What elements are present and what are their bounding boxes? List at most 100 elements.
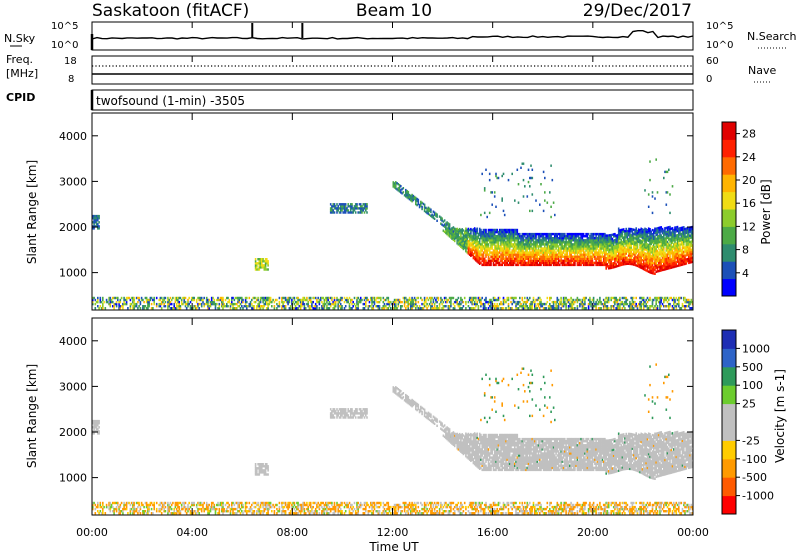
power-cell — [691, 256, 693, 259]
power-cell — [666, 247, 669, 250]
power-cell — [587, 251, 590, 254]
power-cell — [492, 249, 495, 252]
power-cell — [506, 259, 508, 262]
power-cell — [180, 298, 183, 302]
power-cell — [632, 307, 635, 310]
power-cell — [589, 253, 591, 256]
power-cell — [536, 263, 539, 267]
power-cell — [515, 302, 517, 306]
power-cell — [422, 202, 425, 206]
power-cell — [661, 244, 664, 247]
power-cell — [421, 205, 423, 209]
power-cell — [514, 230, 516, 234]
power-cell — [676, 298, 679, 302]
power-cell — [485, 247, 487, 250]
power-cell — [478, 237, 481, 241]
power-cell — [237, 300, 239, 304]
power-cell — [652, 237, 655, 240]
power-cell — [189, 307, 192, 310]
power-cell — [411, 193, 413, 197]
power-cell — [453, 237, 456, 241]
power-cell — [179, 307, 182, 310]
power-cell — [571, 305, 574, 308]
power-cell — [263, 264, 266, 267]
power-cell — [637, 248, 640, 252]
power-cell — [605, 236, 607, 239]
power-cell — [118, 300, 120, 304]
power-cell — [217, 307, 219, 310]
power-cell — [102, 298, 104, 302]
power-cell — [569, 251, 571, 254]
power-cell — [616, 256, 619, 260]
power-cell — [571, 232, 574, 236]
power-cell — [611, 266, 614, 269]
power-cell — [635, 245, 637, 249]
power-cell — [524, 243, 526, 246]
power-cell — [642, 263, 645, 267]
power-cell — [660, 254, 662, 258]
power-cell — [256, 262, 258, 265]
power-cell — [501, 307, 503, 310]
power-cell — [673, 237, 675, 240]
power-cell — [398, 298, 401, 302]
power-cell — [647, 239, 650, 243]
power-cell — [621, 232, 624, 235]
power-cell — [555, 243, 557, 246]
power-cell — [621, 263, 624, 266]
power-cell — [535, 263, 537, 267]
power-cell — [486, 251, 488, 254]
power-cell — [646, 235, 649, 238]
power-cell — [508, 257, 511, 260]
power-cell — [312, 300, 314, 304]
power-cell — [327, 302, 329, 306]
power-cell — [510, 235, 512, 238]
power-cell — [630, 242, 632, 245]
power-cell — [462, 235, 465, 238]
power-cell — [669, 305, 671, 308]
power-cell — [666, 265, 669, 268]
power-cell — [642, 245, 645, 248]
power-cell — [497, 296, 500, 300]
power-cell — [491, 253, 493, 256]
power-cell — [631, 234, 634, 237]
power-cell — [468, 296, 471, 300]
power-cell — [97, 225, 99, 228]
power-cell — [228, 300, 231, 304]
power-cell — [612, 300, 615, 304]
power-cell — [590, 245, 592, 248]
power-cell — [532, 251, 535, 254]
power-cell — [545, 255, 547, 258]
power-cell — [570, 263, 572, 267]
power-cell — [377, 307, 380, 310]
power-cell — [301, 300, 303, 304]
power-cell — [471, 253, 473, 257]
power-cell — [436, 213, 438, 216]
power-cell — [542, 232, 545, 236]
power-cell — [254, 268, 257, 271]
power-cell — [251, 302, 253, 306]
power-cell — [619, 253, 621, 257]
power-cell — [540, 249, 542, 252]
power-cell — [496, 249, 498, 252]
power-cell — [642, 302, 645, 306]
power-cell — [587, 245, 590, 248]
power-cell — [363, 203, 366, 206]
power-cell — [535, 307, 537, 310]
power-cell — [244, 296, 247, 300]
power-cell — [307, 300, 309, 304]
power-cell — [671, 241, 674, 244]
power-cell — [570, 237, 572, 240]
power-cell — [616, 254, 619, 257]
power-cell — [482, 245, 485, 248]
power-cell — [539, 251, 541, 254]
power-cell — [571, 298, 574, 302]
power-cell — [453, 305, 456, 308]
power-cell — [619, 262, 621, 265]
power-cell — [685, 250, 688, 253]
power-cell — [98, 225, 100, 228]
power-cell — [629, 250, 631, 253]
power-cell — [412, 198, 415, 202]
power-cell — [647, 205, 650, 208]
power-cell — [500, 300, 502, 304]
power-cell — [299, 300, 302, 304]
